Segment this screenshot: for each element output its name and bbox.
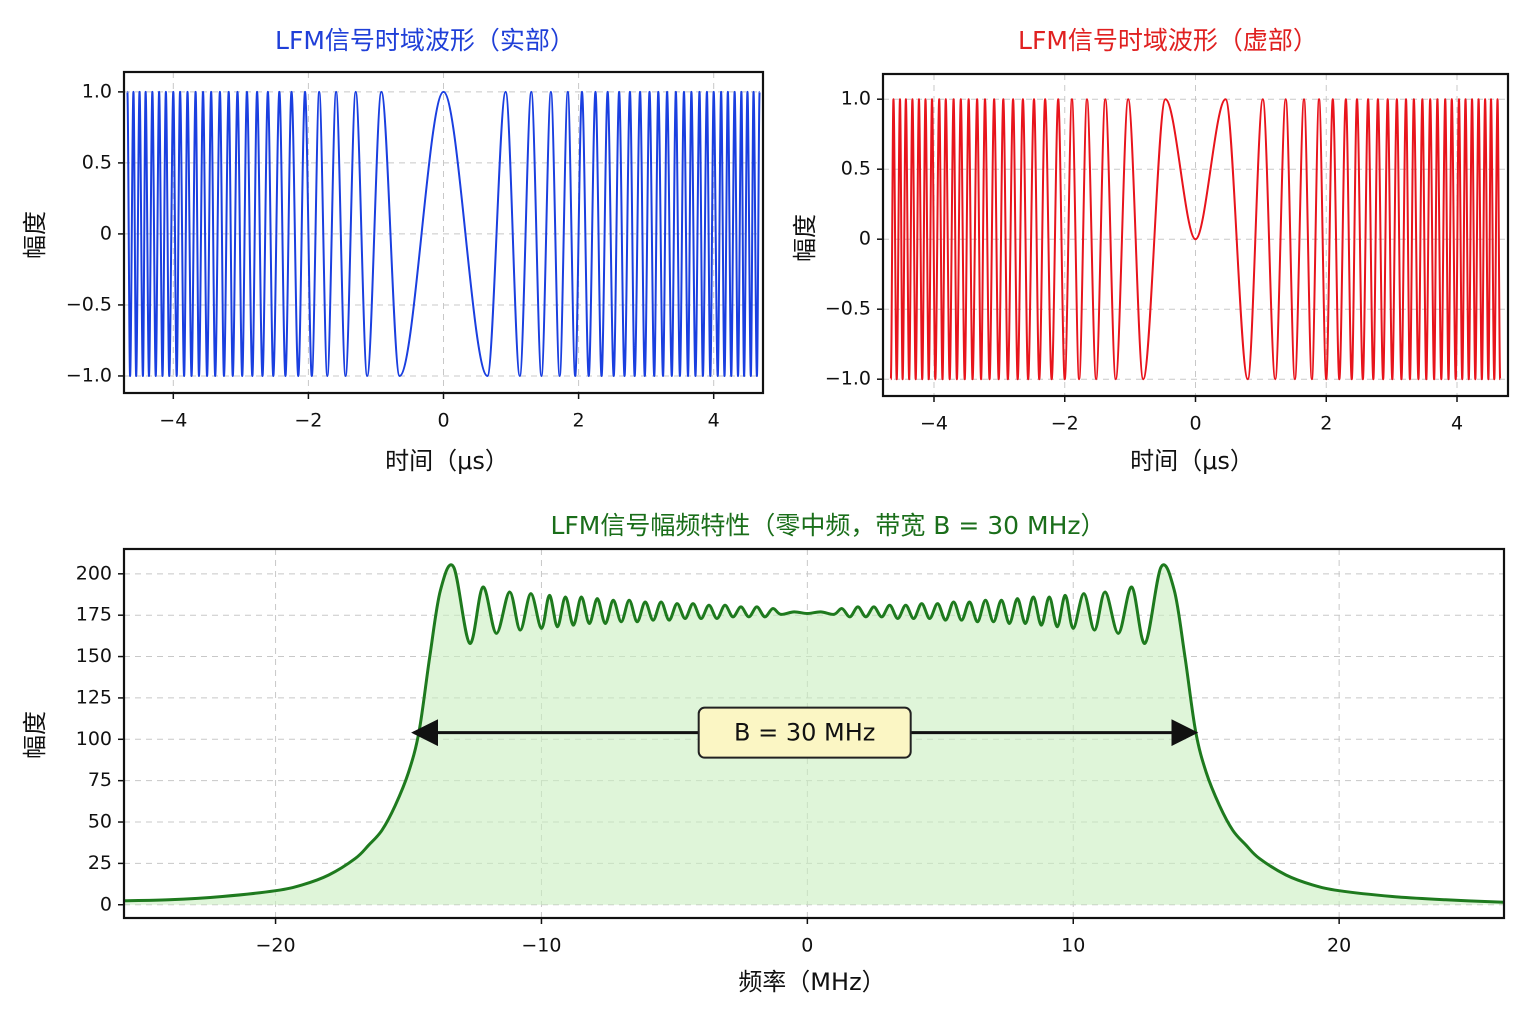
signal-line: [889, 98, 1502, 381]
y-tick-label: −1.0: [825, 368, 871, 390]
plot-frame: [122, 547, 1506, 920]
y-axis-label: 幅度: [21, 211, 49, 259]
chart-title: LFM信号幅频特性（零中频，带宽 B = 30 MHz）: [550, 511, 1105, 540]
y-tick-label: 1.0: [841, 88, 871, 110]
x-tick-label: −2: [1051, 413, 1079, 435]
y-tick-label: 75: [88, 769, 112, 791]
y-tick-label: −1.0: [66, 364, 112, 386]
x-tick-label: −10: [521, 935, 561, 957]
y-tick-label: 175: [76, 604, 112, 626]
x-tick-label: 2: [1320, 413, 1332, 435]
y-tick-label: 50: [88, 811, 112, 833]
y-tick-label: −0.5: [825, 298, 871, 320]
annotation-text: B = 30 MHz: [734, 719, 875, 747]
x-axis-label: 频率（MHz）: [738, 968, 885, 996]
plot-frame: [122, 70, 765, 395]
plot-frame: [881, 72, 1510, 398]
signal-line: [126, 90, 761, 377]
y-tick-label: 200: [76, 562, 112, 584]
y-tick-label: 0: [859, 228, 871, 250]
y-tick-label: 1.0: [82, 80, 112, 102]
x-tick-label: −20: [256, 935, 296, 957]
x-tick-label: 0: [1189, 413, 1201, 435]
x-axis-label: 时间（μs）: [385, 447, 509, 475]
x-tick-label: 2: [573, 410, 585, 432]
x-axis-label: 时间（μs）: [1130, 447, 1254, 475]
y-tick-label: 0.5: [82, 151, 112, 173]
x-tick-label: 20: [1327, 935, 1351, 957]
x-tick-label: −2: [294, 410, 322, 432]
y-tick-label: 25: [88, 852, 112, 874]
x-tick-label: 4: [708, 410, 720, 432]
y-tick-label: 0: [100, 893, 112, 915]
x-tick-label: 10: [1061, 935, 1085, 957]
x-tick-label: −4: [159, 410, 187, 432]
y-tick-label: −0.5: [66, 293, 112, 315]
x-tick-label: 0: [437, 410, 449, 432]
y-tick-label: 125: [76, 686, 112, 708]
chart-title: LFM信号时域波形（虚部）: [1018, 26, 1318, 55]
y-tick-label: 100: [76, 728, 112, 750]
x-tick-label: 0: [801, 935, 813, 957]
chart-title: LFM信号时域波形（实部）: [275, 26, 575, 55]
y-tick-label: 0: [100, 222, 112, 244]
y-tick-label: 0.5: [841, 158, 871, 180]
annotation-box: [697, 706, 912, 759]
x-tick-label: 4: [1451, 413, 1463, 435]
y-axis-label: 幅度: [21, 711, 49, 759]
y-tick-label: 150: [76, 645, 112, 667]
y-axis-label: 幅度: [791, 214, 819, 262]
x-tick-label: −4: [920, 413, 948, 435]
spectrum-line: [124, 563, 1504, 904]
